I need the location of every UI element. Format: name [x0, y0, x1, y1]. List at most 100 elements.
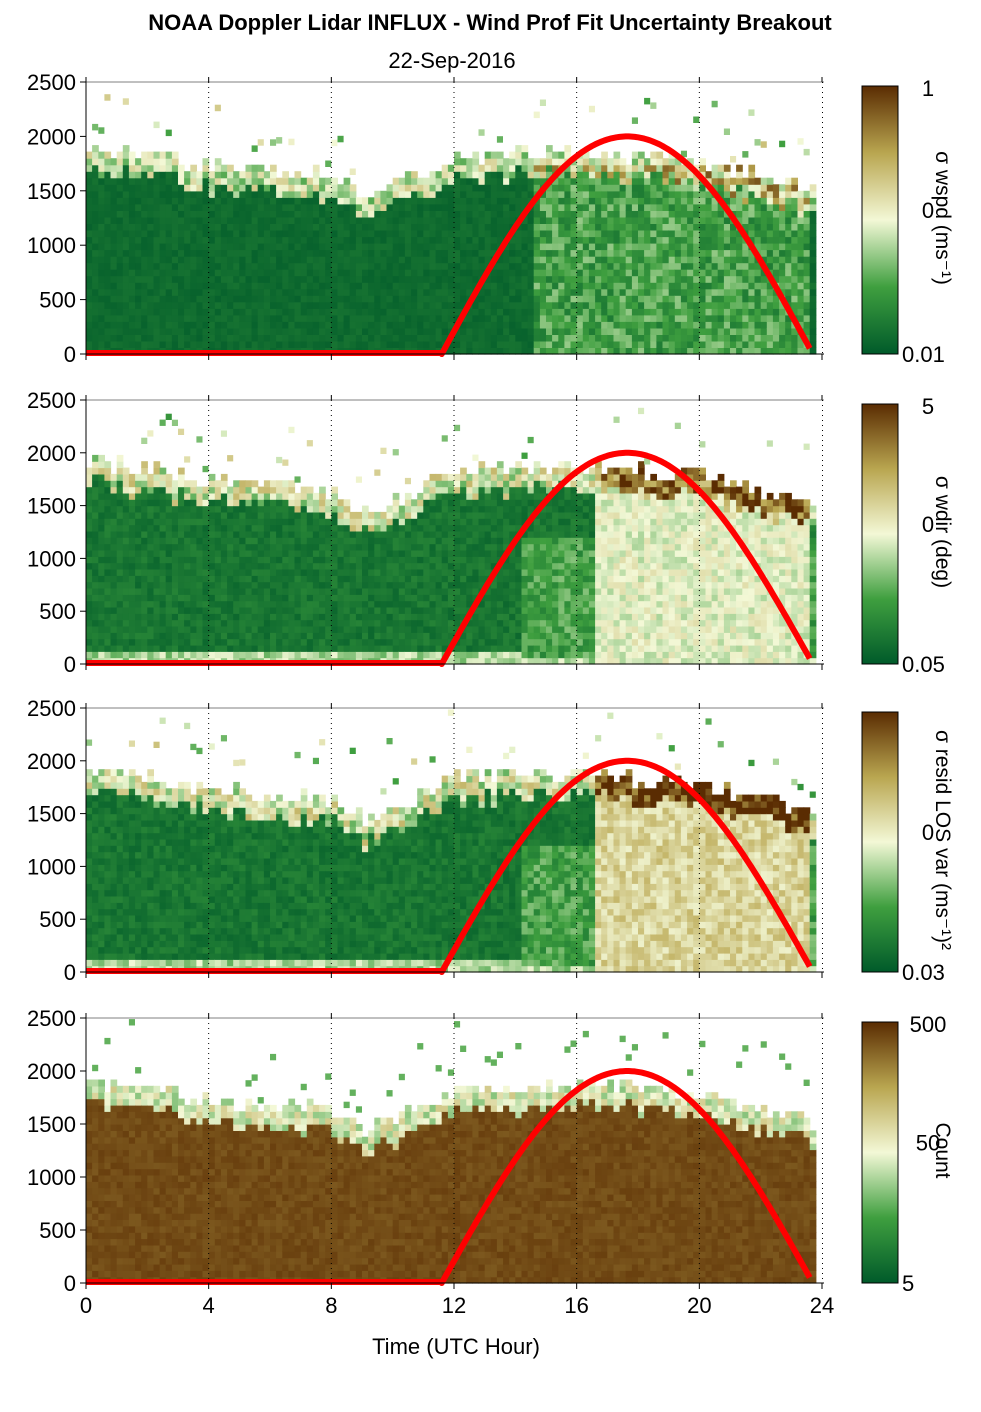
heatmap-cell: [791, 197, 798, 205]
heatmap-cell: [521, 190, 529, 198]
heatmap-cell: [300, 530, 308, 538]
heatmap-cell: [122, 537, 130, 545]
heatmap-cell: [214, 626, 222, 633]
heatmap-cell: [294, 651, 302, 659]
heatmap-cell: [312, 524, 320, 532]
heatmap-cell: [723, 128, 730, 135]
heatmap-cell: [86, 216, 93, 224]
heatmap-cell: [564, 236, 572, 244]
heatmap-cell: [220, 492, 228, 500]
heatmap-cell: [214, 588, 222, 595]
heatmap-cell: [687, 321, 694, 329]
heatmap-cell: [214, 499, 222, 507]
heatmap-cell: [343, 550, 351, 557]
heatmap-cell: [196, 216, 204, 224]
heatmap-cell: [533, 249, 541, 257]
heatmap-cell: [576, 321, 584, 329]
heatmap-cell: [441, 216, 449, 224]
heatmap-cell: [558, 347, 565, 355]
heatmap-cell: [251, 607, 259, 614]
heatmap-cell: [98, 197, 105, 205]
heatmap-cell: [693, 203, 700, 211]
heatmap-cell: [662, 314, 670, 322]
heatmap-cell: [331, 651, 338, 659]
heatmap-cell: [337, 190, 345, 198]
heatmap-cell: [325, 230, 332, 238]
heatmap-cell: [128, 499, 136, 507]
heatmap-cell: [128, 216, 136, 224]
heatmap-cell: [270, 518, 277, 526]
heatmap-cell: [435, 197, 443, 205]
heatmap-cell: [380, 619, 388, 627]
heatmap-cell: [680, 262, 688, 270]
heatmap-cell: [736, 243, 743, 251]
heatmap-cell: [294, 288, 302, 296]
heatmap-cell: [797, 295, 805, 303]
heatmap-cell: [638, 158, 645, 166]
heatmap-cell: [380, 275, 388, 283]
heatmap-cell: [687, 197, 694, 205]
heatmap-cell: [374, 594, 381, 602]
heatmap-cell: [717, 210, 725, 218]
heatmap-cell: [619, 177, 627, 185]
heatmap-cell: [349, 295, 357, 303]
heatmap-cell: [687, 223, 694, 231]
heatmap-cell: [208, 613, 216, 621]
heatmap-cell: [785, 216, 792, 224]
heatmap-cell: [128, 243, 136, 251]
heatmap-cell: [515, 184, 522, 192]
heatmap-cell: [325, 203, 332, 211]
heatmap-cell: [552, 256, 559, 264]
heatmap-cell: [184, 171, 191, 179]
heatmap-cell: [282, 177, 289, 185]
heatmap-cell: [717, 275, 725, 283]
heatmap-cell: [809, 216, 817, 224]
heatmap-cell: [214, 164, 222, 172]
heatmap-cell: [392, 249, 400, 257]
heatmap-cell: [141, 550, 148, 557]
heatmap-cell: [251, 282, 259, 290]
heatmap-cell: [331, 626, 338, 633]
heatmap-cell: [625, 197, 633, 205]
heatmap-cell: [441, 334, 449, 342]
heatmap-cell: [159, 588, 167, 595]
heatmap-cell: [546, 295, 553, 303]
heatmap-cell: [122, 607, 130, 614]
heatmap-cell: [331, 600, 338, 608]
heatmap-cell: [276, 288, 283, 296]
heatmap-cell: [711, 347, 719, 355]
heatmap-cell: [319, 256, 326, 264]
heatmap-cell: [153, 518, 161, 526]
heatmap-cell: [730, 282, 737, 290]
heatmap-cell: [147, 537, 154, 545]
heatmap-cell: [288, 619, 296, 627]
heatmap-cell: [270, 243, 277, 251]
heatmap-cell: [742, 321, 749, 329]
heatmap-cell: [441, 230, 449, 238]
heatmap-cell: [552, 177, 559, 185]
heatmap-cell: [141, 282, 148, 290]
heatmap-cell: [478, 308, 486, 316]
heatmap-cell: [227, 171, 234, 179]
heatmap-cell: [429, 340, 437, 348]
heatmap-cell: [288, 575, 296, 583]
heatmap-cell: [748, 288, 756, 296]
heatmap-cell: [717, 190, 725, 198]
heatmap-cell: [165, 203, 173, 211]
heatmap-cell: [196, 581, 204, 589]
heatmap-cell: [251, 537, 259, 545]
heatmap-cell: [294, 243, 302, 251]
heatmap-cell: [312, 607, 320, 614]
heatmap-cell: [742, 256, 749, 264]
heatmap-cell: [779, 230, 786, 238]
heatmap-cell: [374, 243, 381, 251]
heatmap-cell: [748, 109, 755, 116]
heatmap-cell: [239, 171, 246, 179]
heatmap-cell: [319, 626, 326, 633]
heatmap-cell: [368, 340, 375, 348]
heatmap-cell: [319, 216, 326, 224]
heatmap-cell: [245, 269, 253, 277]
heatmap-cell: [693, 116, 700, 123]
heatmap-cell: [220, 243, 228, 251]
heatmap-cell: [282, 171, 289, 179]
